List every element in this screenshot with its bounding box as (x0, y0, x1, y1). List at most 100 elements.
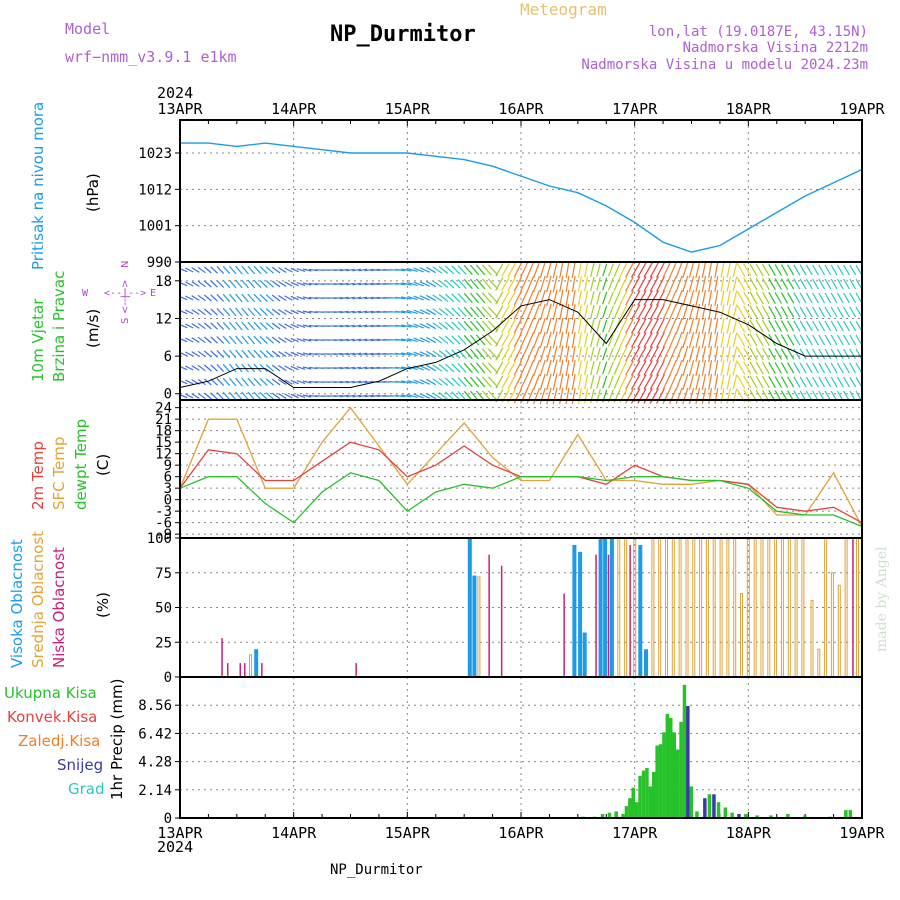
wind-arrow (475, 306, 486, 318)
wind-arrow (714, 332, 719, 348)
wind-arrow (743, 319, 752, 333)
wind-arrow (793, 306, 801, 318)
wind-arrow (296, 310, 306, 314)
wind-arrow (487, 320, 499, 332)
wind-arrow (302, 352, 312, 356)
wind-arrow (235, 321, 243, 331)
wind-arrow (669, 304, 677, 320)
wind-arrow (726, 374, 731, 390)
wind-arrow (749, 305, 758, 319)
wind-arrow (216, 364, 225, 372)
wind-arrow (619, 318, 628, 334)
wind-arrow (191, 393, 200, 399)
wind-arrow (571, 373, 576, 391)
wind-arrow (726, 346, 731, 362)
wind-arrow (577, 332, 582, 348)
precip-bar (712, 794, 716, 818)
wind-arrow (438, 350, 449, 358)
wind-arrow (780, 362, 789, 374)
wind-arrow (302, 366, 312, 370)
wind-arrow (607, 333, 614, 347)
wind-arrow (309, 352, 318, 356)
wind-arrow (247, 279, 256, 289)
wind-arrow (197, 280, 206, 288)
wind-arrow (395, 310, 406, 314)
wind-arrow (481, 362, 492, 374)
wind-arrow (358, 338, 368, 342)
wind-arrow (290, 267, 299, 273)
wind-arrow (451, 321, 461, 331)
wind-arrow (284, 351, 293, 357)
wind-arrow (346, 352, 355, 356)
wind-arrow (732, 304, 738, 320)
wind-arrow (552, 261, 558, 279)
wind-arrow (843, 334, 850, 346)
wind-arrow (571, 359, 576, 377)
wind-arrow (656, 332, 665, 348)
wind-arrow (526, 346, 535, 362)
wind-arrow (413, 379, 424, 385)
wind-arrow (855, 264, 863, 276)
wind-arrow (265, 364, 275, 372)
wind-arrow (787, 362, 795, 374)
wind-arrow (787, 348, 795, 360)
wind-arrow (602, 291, 608, 305)
wind-arrow (451, 307, 461, 317)
meteogram-label: Meteogram (520, 0, 607, 19)
wind-arrow (805, 362, 813, 374)
wind-arrow (768, 347, 776, 361)
wind-arrow (457, 279, 467, 289)
wind-arrow (507, 360, 517, 376)
wind-arrow (451, 363, 461, 373)
wind-arrow (469, 306, 480, 318)
wind-arrow (210, 266, 218, 274)
wind-arrow (656, 304, 665, 320)
wind-arrow (656, 290, 665, 306)
wind-arrow (185, 379, 194, 385)
wind-arrow (284, 379, 293, 385)
wind-arrow (843, 292, 850, 304)
wind-arrow (290, 295, 299, 301)
wind-arrow (743, 375, 752, 389)
wind-arrow (643, 304, 653, 320)
wind-arrow (613, 333, 621, 347)
panel-frame (179, 399, 863, 539)
wind-arrow (265, 266, 275, 274)
wind-arrow (185, 281, 194, 287)
wind-arrow (619, 304, 628, 320)
wind-arrow (720, 374, 725, 390)
wind-arrow (695, 275, 701, 293)
wind-arrow (247, 349, 256, 359)
wind-arrow (662, 346, 671, 362)
wind-arrow (191, 365, 200, 371)
wind-arrow (271, 266, 281, 274)
wind-arrow (346, 338, 355, 342)
wind-arrow (235, 377, 243, 387)
wind-arrow (247, 363, 256, 373)
wind-arrow (444, 363, 455, 373)
wind-arrow (228, 307, 237, 317)
wind-arrow (197, 266, 206, 274)
y-tick-label: 8.56 (138, 698, 172, 714)
wind-arrow (364, 296, 374, 300)
wind-arrow (333, 339, 343, 341)
wind-arrow (749, 277, 758, 291)
wind-arrow (191, 309, 200, 315)
wind-arrow (216, 350, 225, 358)
wind-arrow (501, 277, 510, 291)
wind-arrow (469, 264, 480, 276)
wind-arrow (352, 282, 362, 286)
wind-arrow (755, 375, 764, 389)
wind-arrow (682, 373, 689, 391)
wind-arrow (259, 349, 268, 359)
wind-arrow (732, 318, 738, 334)
wind-arrow (432, 378, 443, 386)
wind-arrow (755, 291, 764, 305)
wind-arrow (708, 275, 713, 293)
wind-arrow (688, 275, 695, 293)
wind-arrow (513, 262, 523, 278)
wind-arrow (749, 263, 758, 277)
precip-bar (848, 810, 853, 818)
wind-arrow (649, 332, 659, 348)
wind-arrow (197, 364, 206, 372)
